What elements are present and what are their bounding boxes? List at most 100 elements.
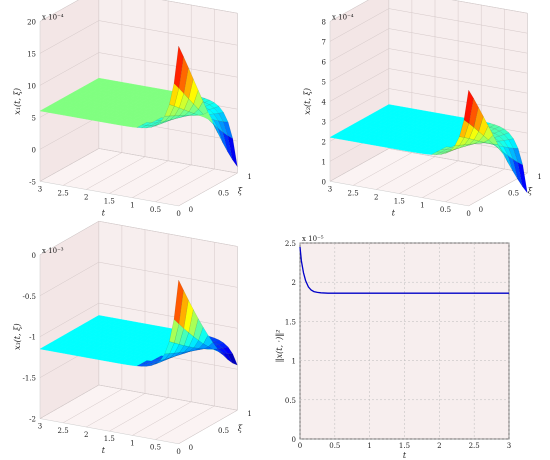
surface-patch <box>193 89 204 110</box>
z-tick-label: 4 <box>322 98 327 106</box>
xi-tick-label: 1 <box>247 173 251 181</box>
t-tick-label: 3 <box>328 185 332 193</box>
z-scale-label: x 10⁻³ <box>42 247 64 255</box>
surface-patch <box>203 334 214 347</box>
t-axis-label: t <box>102 446 106 455</box>
grid-line <box>178 13 238 207</box>
surface-patch <box>512 159 523 187</box>
grid-line <box>132 238 192 436</box>
z-tick-label: 1 <box>322 158 326 166</box>
surface-plot-3: -2 -1.5 -1 -0.5 0 x 10⁻³ x₃(t, ξ) 3 2.5 2 1.5 1 0.5 0… <box>13 220 252 456</box>
z-tick-label: 5 <box>322 78 326 86</box>
surface-patch <box>173 45 184 89</box>
t-tick-label: 2 <box>84 194 88 202</box>
z-axis-label: x₃(t, ξ) <box>13 323 22 350</box>
grid-line <box>86 229 146 428</box>
z-tick-label: 0 <box>32 146 36 154</box>
surface-patch <box>193 318 204 341</box>
surface-patch <box>178 289 189 329</box>
surface-patch <box>517 162 528 194</box>
xi-tick-label: 0 <box>479 206 483 214</box>
surface-patch <box>183 67 194 99</box>
z-tick-label: 10 <box>27 82 36 90</box>
t-tick-label: 3 <box>38 423 42 431</box>
t-tick-label: 1.5 <box>104 198 115 206</box>
t-tick-label: 1.5 <box>394 198 405 206</box>
z-tick-label: 15 <box>27 50 36 58</box>
surface-patch <box>227 135 238 167</box>
surface-patch <box>178 55 189 94</box>
y-scale-label: x 10⁻⁵ <box>302 235 324 243</box>
t-tick-label: 1 <box>420 202 424 210</box>
y-tick-label: 1 <box>292 358 296 366</box>
t-tick-label: 2 <box>374 194 378 202</box>
t-tick-label: 0 <box>176 210 180 218</box>
z-tick-label: -2 <box>29 416 36 424</box>
surface-patch <box>492 143 504 154</box>
xi-axis-label: ξ <box>528 187 533 196</box>
t-tick-label: 0 <box>466 210 470 218</box>
surface-patch <box>498 148 508 163</box>
t-axis-label: t <box>102 209 106 218</box>
y-tick-label: 0 <box>292 436 296 444</box>
x-tick-label: 0.5 <box>329 442 340 450</box>
grid-line <box>468 13 528 207</box>
grid-line <box>86 0 146 190</box>
z-tick-label: -1.5 <box>23 375 37 383</box>
z-tick-label: 7 <box>322 38 326 46</box>
xi-tick-label: 1 <box>247 410 251 418</box>
xi-tick-label: 0.5 <box>218 190 229 198</box>
t-tick-label: 3 <box>38 185 42 193</box>
t-tick-label: 0 <box>176 448 180 456</box>
y-tick-label: 0.5 <box>285 397 296 405</box>
y-tick-label: 1.5 <box>285 318 296 326</box>
grid-line <box>109 0 169 194</box>
y-tick-label: 2 <box>292 279 296 287</box>
t-tick-label: 1 <box>130 202 134 210</box>
x-tick-label: 3 <box>507 442 511 450</box>
t-tick-label: 2.5 <box>348 189 359 197</box>
z-tick-label: 5 <box>32 114 36 122</box>
surface-patch <box>213 348 223 355</box>
grid-line <box>178 246 238 445</box>
x-tick-label: 1 <box>367 442 371 450</box>
grid-line <box>445 9 505 203</box>
x-tick-label: 0 <box>298 442 302 450</box>
grid-line <box>352 0 413 186</box>
z-tick-label: 6 <box>322 58 327 66</box>
surface-patch <box>217 351 228 360</box>
series-line <box>299 246 509 294</box>
z-tick-label: -5 <box>29 178 36 186</box>
x-tick-label: 1.5 <box>399 442 410 450</box>
z-tick-label: 20 <box>27 18 36 26</box>
grid-line <box>62 225 123 424</box>
z-axis-label: x₂(t, ξ) <box>303 88 312 115</box>
z-scale-label: x 10⁻⁴ <box>332 13 354 21</box>
z-axis-label: x₁(t, ξ) <box>13 88 22 115</box>
surface-plot-1: -5 0 5 10 15 20 x 10⁻⁴ x₁(t, ξ) 3 2.5 2 1.5 1 0.5 0 t 0 0… <box>13 0 252 218</box>
surface-patch <box>203 111 214 124</box>
grid-line <box>109 233 169 432</box>
surface-plot-2: 0 1 2 3 4 5 6 7 8 x 10⁻⁴ x₂(t, ξ) 3 2.5 2 1.5 1 0.5 0 t 0 0.… <box>303 0 542 218</box>
surface-patch <box>173 279 184 325</box>
z-tick-label: 0 <box>32 252 36 260</box>
grid-line <box>376 0 436 190</box>
t-tick-label: 0.5 <box>150 206 161 214</box>
surface-patch <box>217 127 228 152</box>
grid-line <box>329 0 390 182</box>
line-chart: 0 0.5 1 1.5 2 2.5 3 0 0.5 1 1.5 2 2.5 x 10⁻⁵ t ‖x(t, ·)… <box>275 235 511 460</box>
xi-tick-label: 0 <box>189 444 193 452</box>
surface-patch <box>183 299 194 333</box>
t-tick-label: 2.5 <box>58 189 69 197</box>
z-scale-label: x 10⁻⁴ <box>42 13 64 21</box>
z-tick-label: 2 <box>322 138 326 146</box>
xi-axis-label: ξ <box>238 424 243 433</box>
grid-line <box>399 0 459 194</box>
z-tick-label: 8 <box>322 18 326 26</box>
surface-patch <box>213 123 223 143</box>
t-tick-label: 0.5 <box>150 444 161 452</box>
grid-line <box>155 242 215 440</box>
grid-line <box>132 5 192 198</box>
z-tick-label: 3 <box>322 118 326 126</box>
